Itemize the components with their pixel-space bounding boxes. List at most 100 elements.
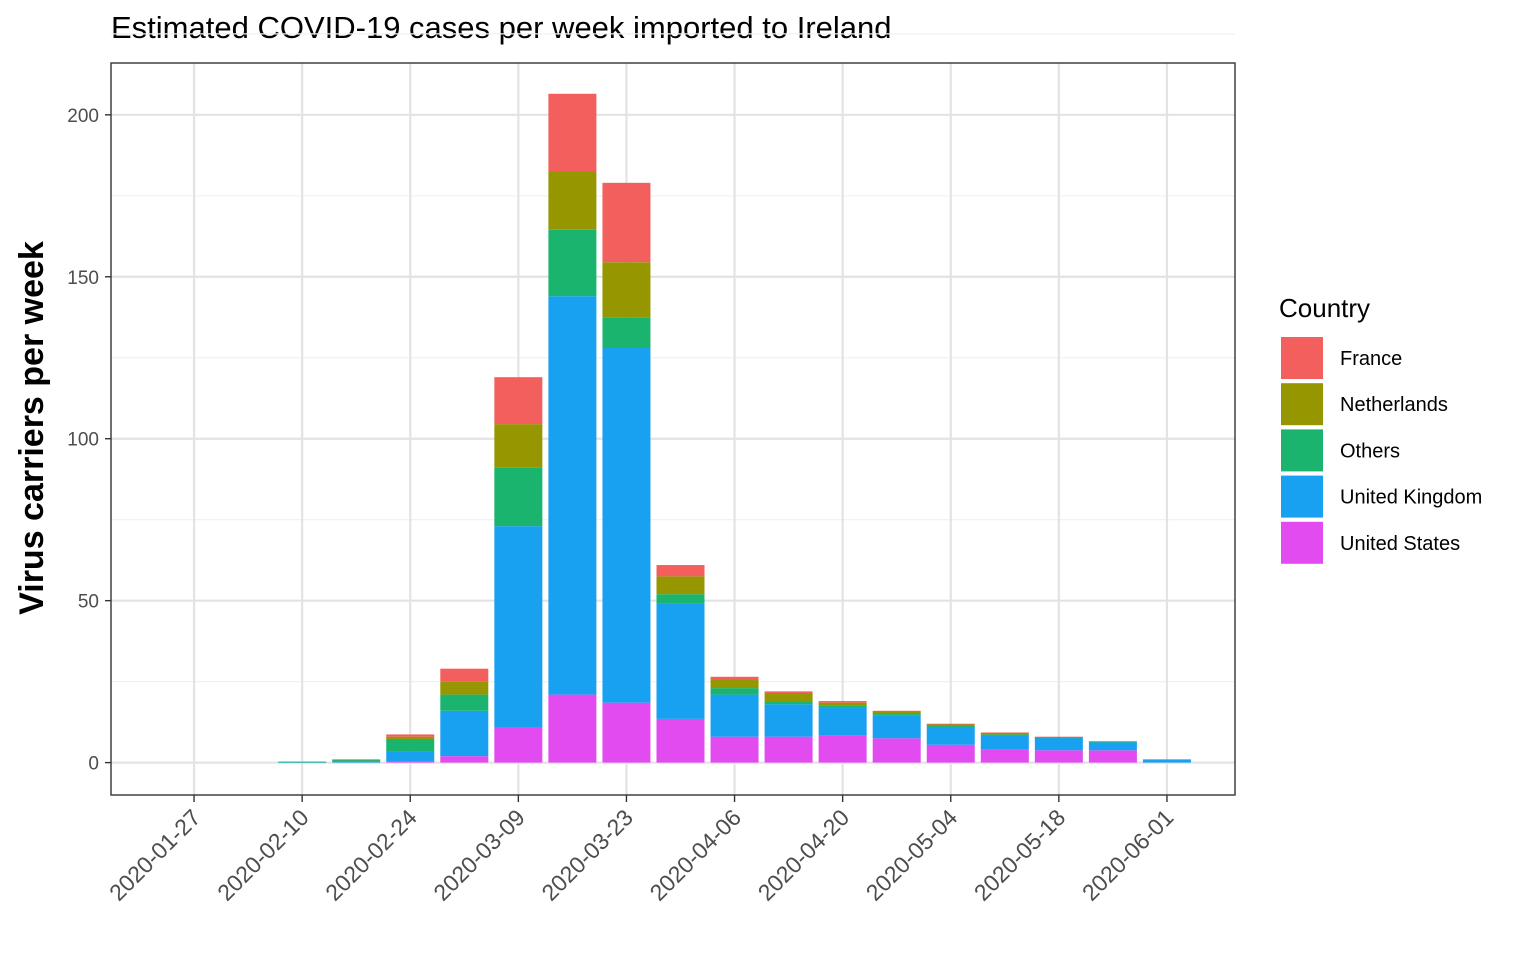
bar-segment <box>386 751 435 762</box>
x-tick-label: 2020-04-20 <box>753 804 855 906</box>
bar-segment <box>818 702 867 706</box>
bar-segment <box>440 681 489 695</box>
chart-title: Estimated COVID-19 cases per week import… <box>111 10 892 45</box>
legend: Country France Netherlands Others United Ki… <box>1279 293 1482 564</box>
bar-segment <box>548 229 597 297</box>
bar-segment <box>764 704 813 737</box>
bar-segment <box>602 348 651 703</box>
x-tick-label: 2020-02-10 <box>212 804 314 906</box>
y-axis-label: Virus carriers per week <box>13 241 51 615</box>
bar-segment <box>386 734 435 737</box>
bar-segment <box>710 680 759 689</box>
bar-segment <box>926 744 975 763</box>
y-tick-label: 200 <box>67 106 99 127</box>
bar-segment <box>872 715 921 739</box>
bar-segment <box>872 710 921 712</box>
plot-border <box>110 62 1236 796</box>
bar-segment <box>926 726 975 745</box>
bar-segment <box>710 688 759 695</box>
bar-segment <box>440 668 489 682</box>
bar-segment <box>818 701 867 703</box>
legend-label: United Kingdom <box>1340 487 1482 509</box>
bar-segment <box>980 732 1029 735</box>
bar-segment <box>926 726 975 727</box>
bar-segment <box>1088 750 1137 763</box>
bar-segment <box>980 749 1029 763</box>
legend-title: Country <box>1279 293 1370 323</box>
bar-segment <box>494 526 543 727</box>
bar-segment <box>494 467 543 527</box>
bar-segment <box>1088 741 1137 743</box>
bar-segment <box>710 736 759 763</box>
bar-segment <box>494 377 543 425</box>
bar-segment <box>656 576 705 595</box>
legend-label: United States <box>1340 533 1460 555</box>
legend-label: Others <box>1340 440 1400 462</box>
x-tick-label: 2020-06-01 <box>1077 804 1179 906</box>
y-axis: 0 50 100 150 200 <box>67 106 111 775</box>
bar-segment <box>764 692 813 702</box>
bar-segment <box>710 676 759 681</box>
bar-segment <box>926 723 975 725</box>
bar-segment <box>602 262 651 318</box>
x-tick-label: 2020-05-04 <box>861 804 963 906</box>
legend-label: France <box>1340 348 1402 370</box>
bar-segment <box>1088 742 1137 751</box>
bar-segment <box>548 171 597 230</box>
y-tick-label: 0 <box>88 754 99 775</box>
bar-segment <box>1034 737 1083 751</box>
bar-segment <box>602 702 651 763</box>
legend-swatch <box>1281 429 1323 472</box>
bar-segment <box>440 710 489 757</box>
bar-segment <box>926 724 975 727</box>
bar-segment <box>332 760 381 762</box>
legend-swatch <box>1281 337 1323 379</box>
bar-segment <box>764 701 813 705</box>
bar-segment <box>494 424 543 468</box>
bar-segment <box>386 738 435 752</box>
x-tick-label: 2020-01-27 <box>104 804 206 906</box>
bar-segment <box>872 711 921 715</box>
bar-segment <box>386 761 435 763</box>
bars <box>278 93 1191 763</box>
legend-swatch <box>1281 383 1323 426</box>
bar-segment <box>602 317 651 349</box>
bar-segment <box>386 736 435 739</box>
bar-segment <box>980 732 1029 734</box>
bar-segment <box>548 296 597 695</box>
x-tick-label: 2020-04-06 <box>645 804 747 906</box>
bar-segment <box>818 707 867 736</box>
legend-swatch <box>1281 521 1323 564</box>
bar-segment <box>548 694 597 763</box>
bar-segment <box>818 735 867 763</box>
bar-segment <box>764 736 813 763</box>
y-tick-label: 100 <box>67 430 99 451</box>
bar-segment <box>656 594 705 604</box>
bar-segment <box>548 93 597 172</box>
y-tick-label: 150 <box>67 268 99 289</box>
x-tick-label: 2020-05-18 <box>969 804 1071 906</box>
y-tick-label: 50 <box>78 592 99 613</box>
bar-segment <box>818 705 867 708</box>
bar-segment <box>710 694 759 737</box>
bar-segment <box>602 182 651 263</box>
bar-segment <box>872 738 921 763</box>
legend-swatch <box>1281 475 1323 518</box>
x-axis: 2020-01-27 2020-02-10 2020-02-24 2020-03-09… <box>104 795 1178 906</box>
bar-segment <box>332 759 381 761</box>
bar-segment <box>440 756 489 763</box>
bar-segment <box>494 726 543 763</box>
bar-segment <box>656 565 705 577</box>
bar-segment <box>872 714 921 716</box>
bar-segment <box>1142 759 1191 763</box>
bar-segment <box>656 718 705 763</box>
bar-segment <box>656 603 705 719</box>
legend-label: Netherlands <box>1340 394 1448 416</box>
bar-segment <box>980 735 1029 750</box>
bar-segment <box>1034 736 1083 738</box>
bar-segment <box>764 691 813 693</box>
bar-segment <box>332 761 381 763</box>
x-tick-label: 2020-02-24 <box>320 804 422 906</box>
bar-segment <box>1034 750 1083 763</box>
